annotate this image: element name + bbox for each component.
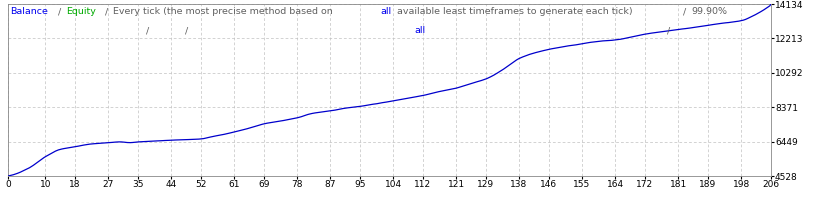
Text: all: all	[414, 26, 425, 35]
Text: /: /	[680, 7, 689, 16]
Text: /: /	[663, 26, 672, 35]
Text: available least timeframes to generate each tick): available least timeframes to generate e…	[393, 7, 631, 16]
Text: /: /	[183, 26, 192, 35]
Text: Balance: Balance	[10, 7, 48, 16]
Text: /: /	[55, 7, 65, 16]
Text: 99.90%: 99.90%	[690, 7, 726, 16]
Text: /: /	[143, 26, 152, 35]
Text: Every tick (the most precise method based on: Every tick (the most precise method base…	[113, 7, 336, 16]
Text: all: all	[380, 7, 391, 16]
Text: /: /	[102, 7, 111, 16]
Text: Equity: Equity	[66, 7, 96, 16]
